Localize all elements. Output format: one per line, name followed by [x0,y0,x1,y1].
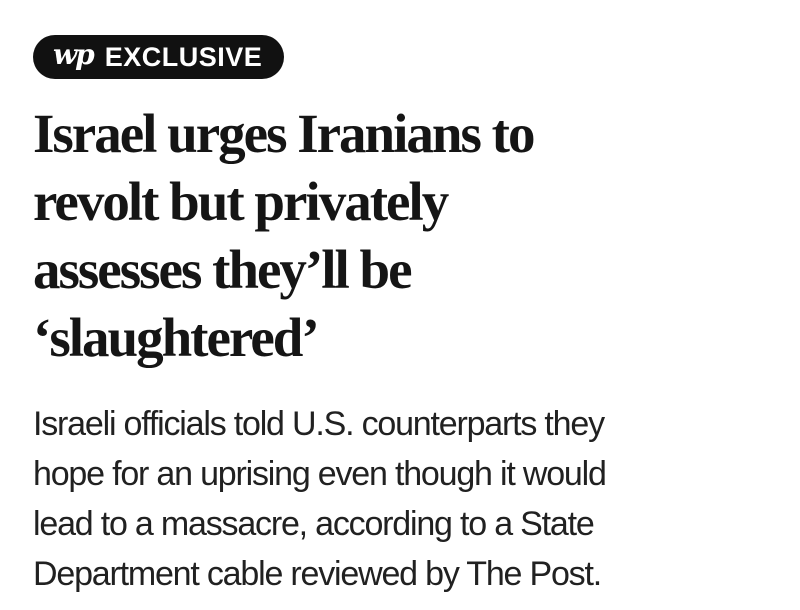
headline-line: revolt but privately [33,171,449,232]
wp-logo: wp [53,38,95,71]
article-subheadline: Israeli officials told U.S. counterparts… [33,399,770,599]
subheadline-line: hope for an uprising even though it woul… [33,455,607,493]
exclusive-badge: wp EXCLUSIVE [33,35,285,79]
headline-line: Israel urges Iranians to [33,103,535,164]
headline-line: ‘slaughtered’ [33,307,320,368]
subheadline-line: Department cable reviewed by The Post. [33,555,602,593]
exclusive-badge-label: EXCLUSIVE [104,41,263,72]
article-headline: Israel urges Iranians to revolt but priv… [33,100,770,372]
headline-line: assesses they’ll be [33,239,413,300]
subheadline-line: Israeli officials told U.S. counterparts… [33,405,605,443]
subheadline-line: lead to a massacre, according to a State [33,505,595,543]
